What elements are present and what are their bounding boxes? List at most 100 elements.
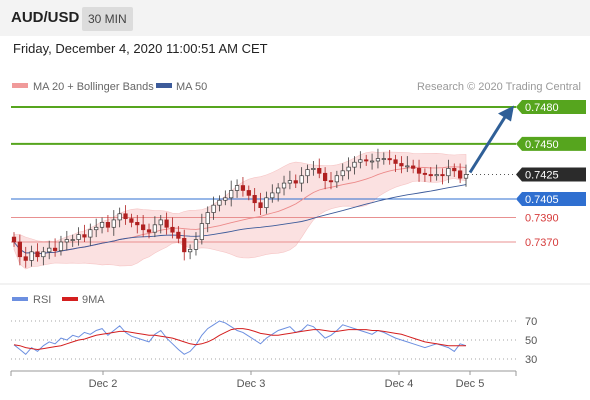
candle bbox=[352, 156, 357, 175]
candle bbox=[358, 151, 363, 169]
candle bbox=[334, 170, 339, 188]
candle bbox=[76, 227, 81, 246]
candle bbox=[187, 244, 193, 260]
timestamp: Friday, December 4, 2020 11:00:51 AM CET bbox=[13, 41, 268, 56]
level-label-0.7390: 0.7390 bbox=[525, 212, 559, 224]
ma50-line bbox=[13, 184, 467, 254]
candle bbox=[463, 164, 469, 187]
candle bbox=[340, 163, 345, 181]
x-tick-label: Dec 2 bbox=[89, 378, 118, 390]
copyright-text: Research © 2020 Trading Central bbox=[417, 81, 581, 93]
candle bbox=[305, 164, 310, 184]
candle bbox=[411, 159, 416, 174]
candle bbox=[23, 246, 28, 268]
candle bbox=[440, 168, 445, 185]
level-label-0.7370: 0.7370 bbox=[525, 237, 559, 249]
candle bbox=[422, 168, 428, 182]
level-tag-text: 0.7425 bbox=[525, 170, 559, 182]
ma20-legend-swatch bbox=[12, 83, 28, 88]
candle bbox=[199, 213, 204, 245]
candle bbox=[193, 232, 199, 256]
candle bbox=[287, 170, 293, 190]
level-tag-text: 0.7405 bbox=[525, 194, 559, 206]
pair-title: AUD/USD bbox=[11, 9, 80, 26]
candle bbox=[17, 234, 22, 266]
candle bbox=[311, 161, 316, 176]
candle bbox=[416, 159, 422, 182]
candle bbox=[123, 205, 128, 225]
candle bbox=[217, 195, 222, 212]
price-levels bbox=[11, 106, 516, 243]
rsi-line bbox=[13, 320, 467, 355]
candle bbox=[229, 180, 234, 207]
level-tag-0.7425: 0.7425 bbox=[516, 167, 586, 182]
moving-averages bbox=[13, 166, 467, 254]
candle bbox=[452, 163, 457, 177]
forecast-arrow-shaft bbox=[468, 114, 508, 174]
ma50-legend-swatch bbox=[156, 83, 172, 88]
candle bbox=[58, 235, 64, 256]
x-tick-label: Dec 4 bbox=[385, 378, 414, 390]
level-tag-0.7450: 0.7450 bbox=[516, 136, 586, 151]
forecast-arrow bbox=[468, 105, 514, 174]
level-tag-0.7405: 0.7405 bbox=[516, 192, 586, 207]
candle bbox=[240, 176, 246, 197]
rsi-ma9-line bbox=[13, 328, 466, 351]
candle bbox=[369, 153, 375, 170]
rsi-tick-70: 70 bbox=[525, 316, 537, 328]
candle bbox=[170, 217, 175, 239]
candle bbox=[111, 210, 116, 236]
candle bbox=[434, 164, 439, 181]
candle bbox=[387, 149, 392, 165]
candle bbox=[211, 196, 216, 220]
rsi-tick-30: 30 bbox=[525, 354, 537, 366]
candle bbox=[381, 152, 386, 165]
candle bbox=[88, 223, 93, 246]
candle bbox=[158, 215, 163, 234]
rsi-tick-50: 50 bbox=[525, 335, 537, 347]
candle bbox=[141, 215, 146, 238]
candle bbox=[52, 238, 58, 257]
candle bbox=[270, 184, 275, 203]
x-tick-label: Dec 3 bbox=[237, 378, 266, 390]
ma9-legend-swatch bbox=[62, 297, 78, 301]
candle bbox=[94, 218, 99, 238]
candle bbox=[35, 243, 40, 262]
candle bbox=[328, 172, 334, 190]
candle bbox=[364, 154, 369, 166]
candle bbox=[446, 159, 451, 184]
candle bbox=[458, 163, 463, 184]
candlesticks bbox=[11, 148, 469, 268]
candle bbox=[29, 245, 34, 267]
candle bbox=[64, 230, 69, 251]
candle bbox=[405, 156, 410, 173]
price-level-labels: 0.7480 0.7450 0.7425 0.7405 0.7390 0.7370 bbox=[516, 100, 586, 249]
candle bbox=[41, 246, 46, 266]
ma20-legend-label: MA 20 + Bollinger Bands bbox=[33, 81, 154, 93]
candle bbox=[223, 190, 228, 206]
candle bbox=[105, 215, 111, 233]
timeframe-button[interactable]: 30 MIN bbox=[82, 7, 133, 31]
x-tick-label: Dec 5 bbox=[456, 378, 485, 390]
level-tag-text: 0.7450 bbox=[525, 139, 559, 151]
candle bbox=[152, 216, 157, 238]
candle bbox=[393, 154, 398, 173]
candle bbox=[281, 175, 287, 196]
candle bbox=[234, 179, 240, 198]
candle bbox=[47, 240, 52, 260]
candle bbox=[346, 157, 351, 180]
candle bbox=[11, 232, 17, 247]
candle bbox=[258, 192, 263, 215]
candle bbox=[70, 234, 75, 247]
candle bbox=[375, 148, 381, 169]
candle bbox=[176, 226, 181, 244]
candle bbox=[317, 158, 322, 179]
x-axis: Dec 2 Dec 3 Dec 4 Dec 5 bbox=[10, 370, 517, 390]
candle bbox=[205, 206, 210, 233]
candle bbox=[252, 188, 257, 212]
candle bbox=[264, 191, 269, 214]
candle bbox=[164, 212, 169, 235]
candle bbox=[276, 183, 281, 202]
candle bbox=[299, 167, 304, 192]
